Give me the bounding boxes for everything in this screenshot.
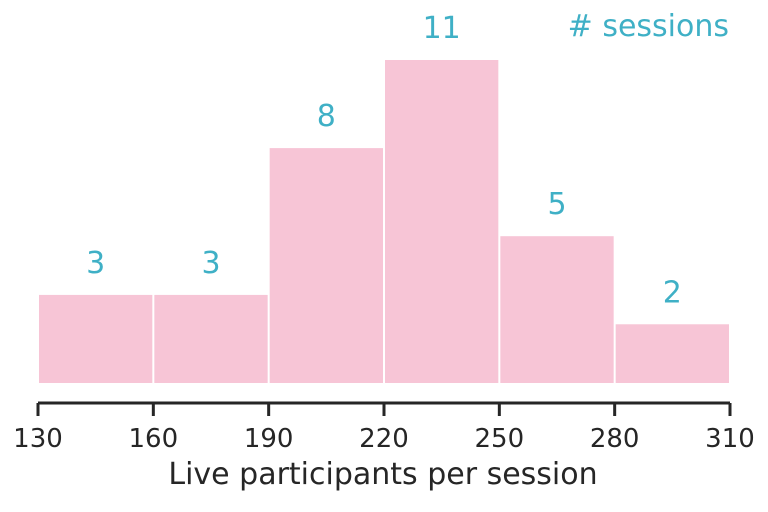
bar-value-label: 5: [547, 187, 566, 222]
x-axis: 130 160 190 220 250 280 310: [13, 401, 755, 454]
histogram-bar: [615, 324, 729, 383]
x-tick-label: 280: [590, 424, 640, 454]
data-labels-group: 3 3 8 11 5 2: [86, 11, 682, 310]
bar-value-label: 8: [317, 99, 336, 134]
histogram-bar: [385, 60, 499, 383]
histogram-bar: [154, 294, 268, 383]
x-tick-label: 250: [475, 424, 525, 454]
sessions-annotation: # sessions: [568, 9, 729, 44]
bar-value-label: 11: [423, 11, 461, 46]
x-tick-label: 130: [13, 424, 63, 454]
histogram-bar: [269, 148, 383, 383]
x-tick-label: 310: [705, 424, 755, 454]
bar-value-label: 2: [663, 275, 682, 310]
bars-group: [39, 60, 729, 383]
x-tick-label: 160: [129, 424, 179, 454]
x-axis-title: Live participants per session: [168, 457, 597, 492]
x-tick-label: 220: [359, 424, 409, 454]
bar-value-label: 3: [201, 246, 220, 281]
histogram-bar: [39, 294, 153, 383]
x-tick-label: 190: [244, 424, 294, 454]
histogram-bar: [500, 236, 614, 383]
bar-value-label: 3: [86, 246, 105, 281]
